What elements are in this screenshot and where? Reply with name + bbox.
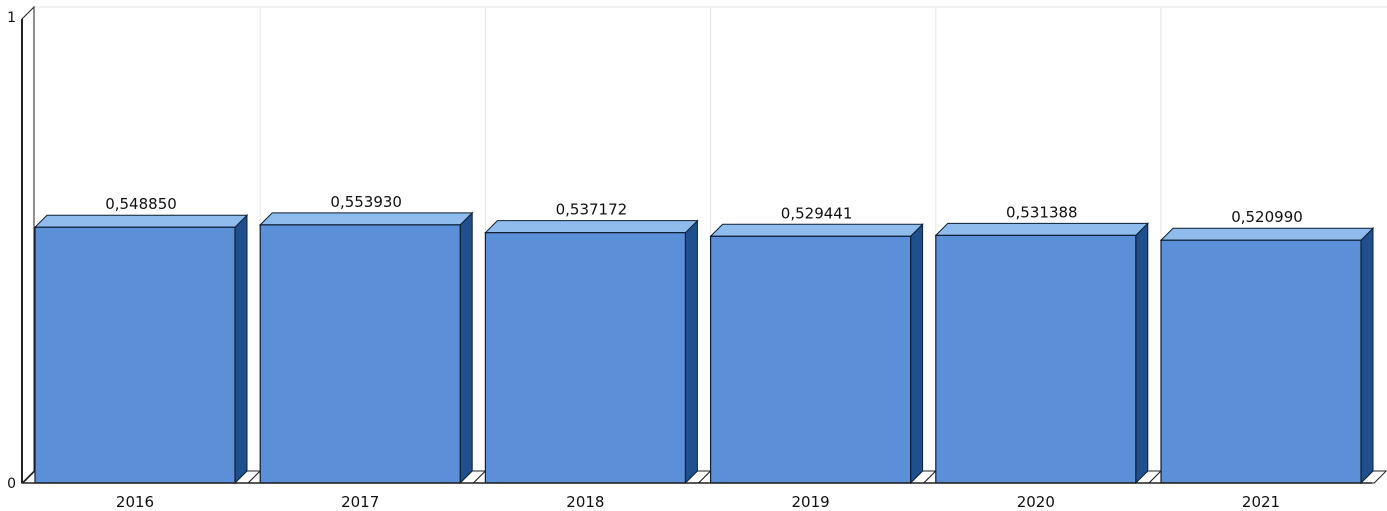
bar-2017 [259,224,461,484]
bar-2019 [709,235,912,484]
y-tick-label: 0 [7,476,16,492]
bar-top-2016 [33,214,249,228]
bar-top-2021 [1159,227,1375,241]
bar-side-2016 [234,214,248,485]
value-label-2020: 0,531388 [1006,203,1078,221]
x-tick-label-2017: 2017 [341,493,379,511]
value-label-2016: 0,548850 [105,195,177,213]
bar-side-2019 [910,223,924,485]
value-label-2017: 0,553930 [330,193,402,211]
bar-side-2018 [684,219,698,485]
y-tick-label: 1 [7,10,16,26]
x-tick-label-2019: 2019 [792,493,830,511]
bar-side-2017 [459,211,473,485]
bar-2016 [34,226,236,484]
bar-top-2019 [709,223,924,237]
bar-side-2020 [1135,222,1149,485]
x-tick-label-2016: 2016 [116,493,154,511]
bar-2018 [484,232,686,484]
y-axis-wall [21,5,35,485]
value-label-2019: 0,529441 [781,204,853,222]
bar-2020 [935,234,1137,484]
x-tick-label-2018: 2018 [566,493,604,511]
bar-2021 [1160,239,1362,484]
value-label-2021: 0,520990 [1231,208,1303,226]
bar-top-2018 [484,220,699,234]
bar-side-2021 [1360,227,1374,485]
x-tick-label-2020: 2020 [1017,493,1055,511]
bar-top-2020 [934,222,1150,236]
x-tick-label-2021: 2021 [1242,493,1280,511]
bar-top-2017 [258,212,474,226]
value-label-2018: 0,537172 [556,201,628,219]
